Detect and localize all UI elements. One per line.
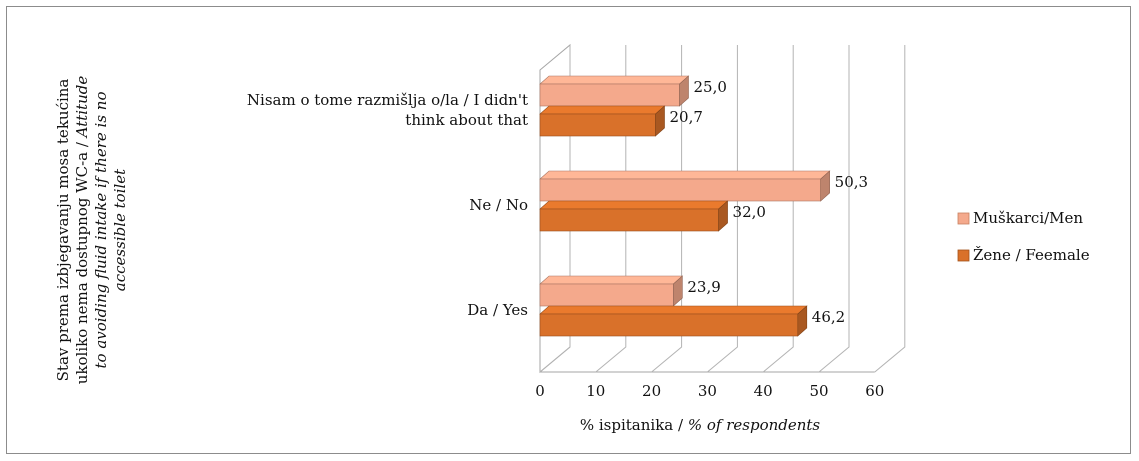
x-tick-label: 30 <box>698 382 717 400</box>
bar-front <box>539 83 680 107</box>
bar <box>539 75 690 107</box>
y-axis-title-line2: ukoliko nema dostupnog WC-a / Attitude <box>73 76 91 385</box>
gridline <box>595 45 627 373</box>
data-label: 20,7 <box>670 108 703 126</box>
x-tick-labels: 0 10 20 30 40 50 60 <box>535 382 884 400</box>
x-axis-title-italic: % of respondents <box>688 416 821 434</box>
bar <box>539 105 666 137</box>
category-label: Da / Yes <box>467 301 528 319</box>
legend-swatch-women <box>957 249 970 262</box>
bars <box>539 75 831 337</box>
y-axis-title-line1: Stav prema izbjegavanju mosa tekućina <box>54 79 72 382</box>
bar-end <box>718 200 728 232</box>
data-labels: 25,0 20,7 50,3 32,0 23,9 46,2 <box>670 78 869 326</box>
bar-top <box>539 275 684 285</box>
y-axis-title-line3: to avoiding fluid intake if there is no <box>92 92 110 369</box>
bar-end <box>673 275 683 307</box>
bar-top <box>539 105 666 115</box>
data-label: 25,0 <box>694 78 727 96</box>
legend-swatch-men <box>957 212 970 225</box>
x-tick-label: 60 <box>865 382 884 400</box>
bar-top <box>539 75 690 85</box>
data-label: 50,3 <box>835 173 868 191</box>
bar-front <box>539 208 719 232</box>
x-tick-label: 0 <box>535 382 545 400</box>
category-label: Nisam o tome razmišlja o/la / I didn't <box>247 91 528 109</box>
bar-top <box>539 200 729 210</box>
bar <box>539 275 684 307</box>
data-label: 23,9 <box>687 278 720 296</box>
y-axis-title-line4: accessible toilet <box>111 168 129 291</box>
data-label: 32,0 <box>733 203 766 221</box>
gridline <box>818 45 850 373</box>
x-tick-label: 40 <box>754 382 773 400</box>
data-label: 46,2 <box>812 308 845 326</box>
legend-label-women: Žene / Feemale <box>973 246 1090 264</box>
category-label: Ne / No <box>469 196 528 214</box>
gridline <box>762 45 794 373</box>
x-axis-title: % ispitanika / % of respondents <box>580 416 821 434</box>
bar-end <box>679 75 689 107</box>
x-tick-label: 20 <box>642 382 661 400</box>
gridline <box>874 45 906 373</box>
gridline <box>651 45 683 373</box>
bar <box>539 170 831 202</box>
bar-top <box>539 305 808 315</box>
x-tick-label: 50 <box>809 382 828 400</box>
gridline <box>539 45 571 373</box>
category-label: think about that <box>405 111 528 129</box>
x-axis-title-plain: % ispitanika / <box>580 416 684 434</box>
gridlines <box>539 45 906 373</box>
x-tick-label: 10 <box>586 382 605 400</box>
bar-front <box>539 113 656 137</box>
bar-top <box>539 170 831 180</box>
category-labels: Nisam o tome razmišlja o/la / I didn't th… <box>247 91 528 319</box>
bar <box>539 305 808 337</box>
bar-end <box>797 305 808 337</box>
legend: Muškarci/Men Žene / Feemale <box>957 209 1090 264</box>
y-axis-title: Stav prema izbjegavanju mosa tekućina uk… <box>54 76 129 385</box>
bar-front <box>539 313 799 337</box>
bar-end <box>820 170 830 202</box>
legend-label-men: Muškarci/Men <box>973 209 1083 227</box>
bar-end <box>655 105 665 137</box>
bar-front <box>539 178 821 202</box>
bar <box>539 200 729 232</box>
gridline <box>707 45 738 373</box>
bar-front <box>539 283 674 307</box>
